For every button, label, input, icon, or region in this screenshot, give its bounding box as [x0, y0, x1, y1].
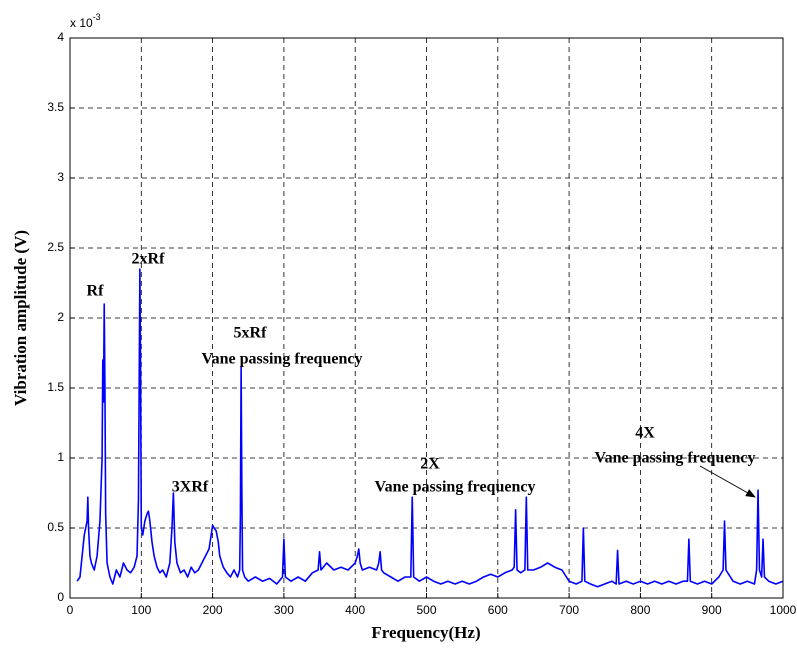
y-multiplier: x 10-3 [70, 12, 101, 30]
y-axis-label: Vibration amplitude (V) [11, 230, 30, 406]
x-tick-label: 1000 [770, 603, 797, 617]
y-tick-label: 1.5 [47, 380, 64, 394]
y-tick-label: 3.5 [47, 100, 64, 114]
plot-layer [76, 268, 784, 588]
plot-frame [69, 37, 784, 599]
annotation-arrow [699, 465, 756, 498]
x-tick-label: 500 [416, 603, 436, 617]
y-tick-label: 0 [57, 590, 64, 604]
x-tick-label: 0 [67, 603, 74, 617]
x-tick-label: 400 [345, 603, 365, 617]
y-tick-label: 2 [57, 310, 64, 324]
y-tick-label: 2.5 [47, 240, 64, 254]
x-tick-label: 900 [702, 603, 722, 617]
x-tick-label: 300 [274, 603, 294, 617]
y-multiplier-exponent: -3 [93, 12, 101, 22]
annotation: Vane passing frequency [595, 450, 756, 467]
y-tick-label: 0.5 [47, 520, 64, 534]
annotation: Rf [87, 283, 105, 300]
x-tick-label: 600 [488, 603, 508, 617]
y-tick-label: 1 [57, 450, 64, 464]
annotation: 2xRf [132, 251, 166, 268]
annotation: 2X [420, 456, 440, 473]
annotation: 4X [635, 425, 655, 442]
annotation: Vane passing frequency [375, 479, 536, 496]
x-axis-label: Frequency(Hz) [371, 623, 480, 642]
x-tick-label: 100 [131, 603, 151, 617]
y-tick-label: 3 [57, 170, 64, 184]
x-tick-label: 200 [203, 603, 223, 617]
spectrum-line [76, 268, 784, 588]
annotation: Vane passing frequency [202, 351, 363, 368]
y-tick-label: 4 [57, 30, 64, 44]
y-multiplier-base: x 10 [70, 16, 93, 30]
x-tick-label: 700 [559, 603, 579, 617]
annotation: 5xRf [234, 325, 268, 342]
x-tick-label: 800 [630, 603, 650, 617]
annotation: 3XRf [172, 479, 209, 496]
